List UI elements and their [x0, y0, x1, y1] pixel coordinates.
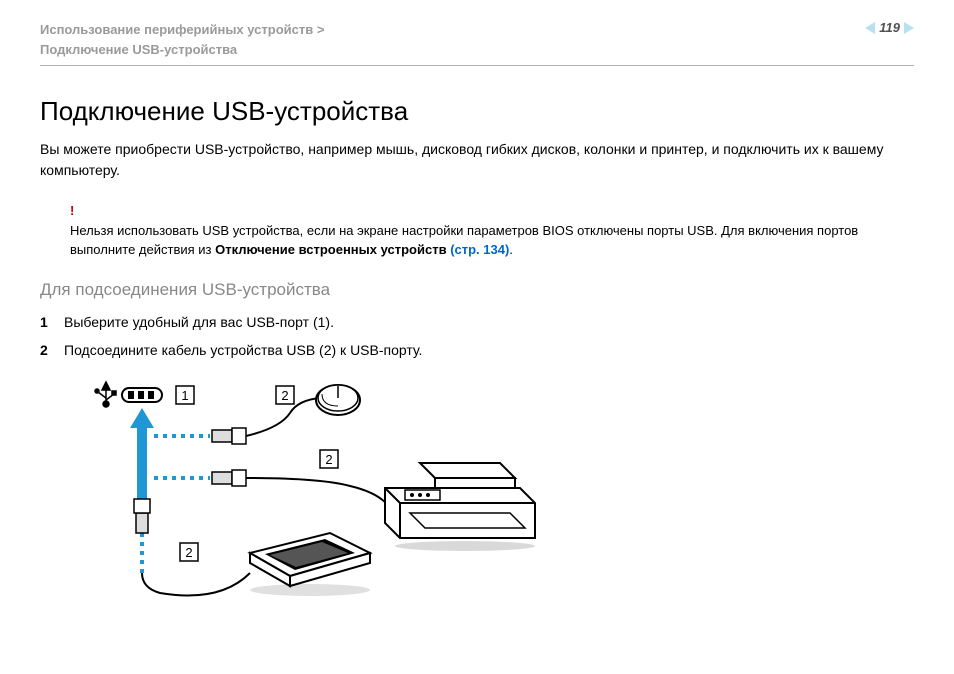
- usb-diagram: 1: [80, 378, 914, 613]
- usb-trident-icon: [95, 382, 116, 407]
- step-list: 1 Выберите удобный для вас USB-порт (1).…: [40, 314, 914, 358]
- sub-heading: Для подсоединения USB-устройства: [40, 280, 914, 300]
- page-ref-link[interactable]: (стр. 134): [450, 242, 509, 257]
- label-2c: 2: [185, 545, 192, 560]
- nav-next-icon[interactable]: [904, 22, 914, 34]
- label-2b: 2: [325, 452, 332, 467]
- step-number: 1: [40, 314, 64, 330]
- step-text: Выберите удобный для вас USB-порт (1).: [64, 314, 334, 330]
- warning-period: .: [509, 242, 513, 257]
- usb-plug-icon: [134, 499, 150, 533]
- breadcrumb-line2: Подключение USB-устройства: [40, 42, 237, 57]
- mouse-icon: [316, 385, 360, 415]
- cable-icon: [142, 573, 250, 596]
- breadcrumb-line1: Использование периферийных устройств >: [40, 22, 324, 37]
- usb-plug-icon: [212, 428, 246, 444]
- nav-prev-icon[interactable]: [865, 22, 875, 34]
- page-header: Использование периферийных устройств > П…: [40, 20, 914, 66]
- label-1: 1: [181, 388, 188, 403]
- page-number: 119: [879, 20, 900, 35]
- printer-icon: [385, 463, 535, 551]
- label-2a: 2: [281, 388, 288, 403]
- page-nav: 119: [865, 20, 914, 35]
- page-title: Подключение USB-устройства: [40, 96, 914, 127]
- list-item: 1 Выберите удобный для вас USB-порт (1).: [40, 314, 914, 330]
- warning-bold: Отключение встроенных устройств: [215, 242, 450, 257]
- step-number: 2: [40, 342, 64, 358]
- breadcrumb: Использование периферийных устройств > П…: [40, 20, 324, 59]
- step-text: Подсоедините кабель устройства USB (2) к…: [64, 342, 422, 358]
- cable-icon: [246, 478, 390, 508]
- warning-block: ! Нельзя использовать USB устройства, ес…: [70, 201, 914, 260]
- list-item: 2 Подсоедините кабель устройства USB (2)…: [40, 342, 914, 358]
- warning-icon: !: [70, 203, 74, 218]
- signal-dashes-icon: [142, 436, 210, 573]
- floppy-drive-icon: [250, 533, 370, 596]
- intro-text: Вы можете приобрести USB-устройство, нап…: [40, 139, 914, 181]
- usb-plug-icon: [212, 470, 246, 486]
